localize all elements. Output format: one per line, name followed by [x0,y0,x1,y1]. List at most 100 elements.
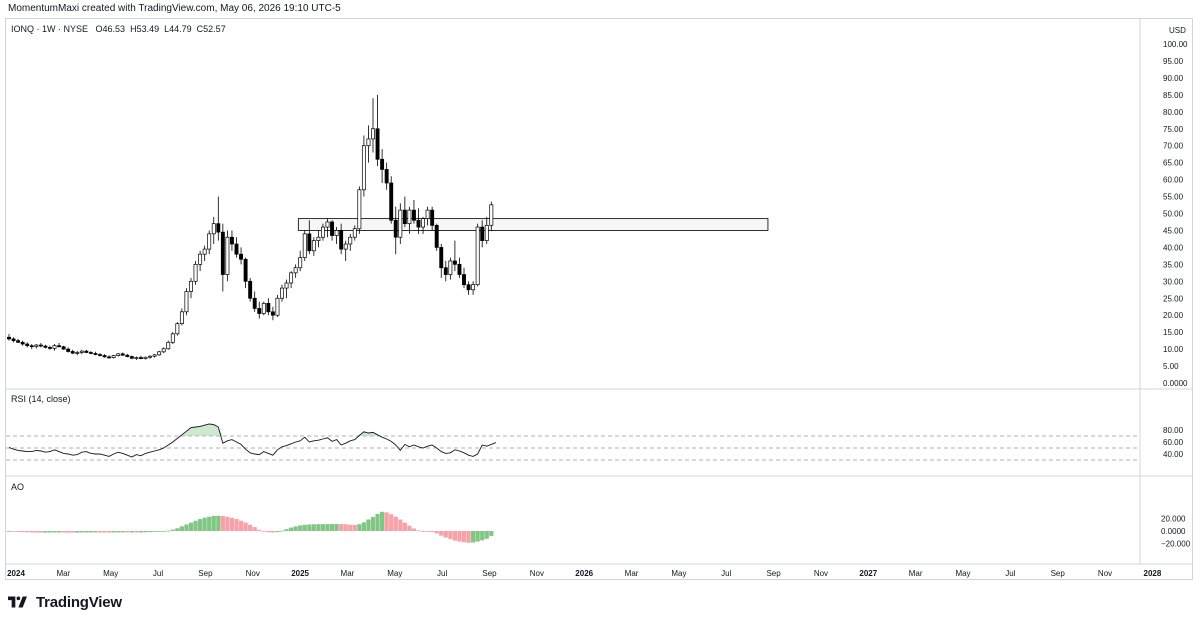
candle-body [139,357,143,359]
ao-bar [357,524,362,531]
candle [384,162,389,190]
ao-bar [252,527,257,531]
candle-body [47,347,52,349]
candle-body [257,308,262,314]
candle [47,345,52,350]
candle [275,294,280,317]
ao-bar [279,530,285,532]
ao-bar [248,524,253,531]
candle-body [189,280,193,292]
ao-bar [157,531,162,532]
price-axis-label: 40.00 [1163,243,1184,252]
candle-body [25,343,30,347]
rsi-axis-label: 80.00 [1163,426,1184,435]
candle [261,301,266,316]
candle [57,342,62,348]
ao-bar [448,531,453,540]
time-axis-label: 2028 [1144,569,1162,578]
ao-bar [343,524,348,531]
time-axis-label: 2024 [7,569,25,578]
ao-bar [302,524,307,531]
brand-footer: TradingView [8,592,122,612]
rsi-title: RSI (14, close) [11,394,71,404]
ao-bar [138,531,144,533]
ao-bar [79,531,84,533]
ao-bar [97,531,103,533]
candle [293,264,298,278]
time-axis-label: Jul [437,569,447,578]
time-axis-label: Nov [530,569,544,578]
candle [248,277,253,302]
candle [11,337,16,343]
candle-body [343,243,348,250]
candle-body [475,226,480,286]
time-axis-label: Jul [153,569,163,578]
ao-bar [152,531,157,532]
ao-bar [393,516,398,531]
ao-bar [207,516,212,531]
candle [270,306,275,321]
time-axis-label: Mar [56,569,70,578]
price-axis-label: 65.00 [1163,159,1184,168]
candle [61,345,66,350]
chart-canvas[interactable]: 100.00 95.00 90.00 85.00 80.00 75.00 70.00 65.0… [6,19,1192,579]
legend-close: C52.57 [196,24,226,34]
ao-bar [411,528,417,531]
ao-bar [370,517,376,531]
candle [339,223,344,255]
candle [148,355,152,359]
ao-bar [198,519,203,531]
ao-bar [434,531,439,534]
ao-bar [75,531,80,533]
ao-bar [289,527,294,531]
candle-body [202,248,207,255]
candle [211,216,216,245]
candle-body [166,341,171,350]
candle-body [471,284,476,291]
candle [361,135,366,197]
price-axis-label: 15.00 [1163,328,1184,337]
candle [66,347,71,353]
candle-body [216,223,221,233]
candle-body [79,350,84,353]
ao-bar [384,512,389,531]
tradingview-logo-icon [8,596,27,608]
candle [430,206,435,231]
candle-body [20,341,25,345]
candle [412,199,416,224]
candle-body [421,218,426,228]
ao-bar [457,531,462,542]
time-axis-label: May [103,569,118,578]
price-axis-label: 10.00 [1163,345,1184,354]
candle [243,257,248,289]
ao-bar [70,531,75,533]
candle [298,250,303,272]
candle-body [425,209,430,219]
candle [266,298,271,316]
candle-body [275,297,280,316]
ao-bar [443,531,448,538]
ao-axis-label: 20.000 [1161,515,1186,524]
candle [239,247,243,265]
price-axis-label: 0.0000 [1163,379,1188,388]
candle [16,338,21,343]
candle-body [116,353,121,356]
candle-body [29,345,34,348]
ao-bar [238,520,244,531]
ao-bar [461,531,467,543]
legend-low: L44.79 [164,24,192,34]
candle [202,245,207,261]
ao-bar [166,530,171,532]
candle [462,267,466,289]
candle-body [152,354,157,357]
ao-bar [134,531,139,533]
candle-body [7,336,11,340]
candle [389,176,394,224]
candle [84,349,89,354]
candle [111,354,116,359]
time-axis-label: 2026 [575,569,593,578]
candle [471,281,476,295]
rsi-overbought-fill [177,424,223,436]
candle [325,218,330,238]
time-axis-label: Nov [814,569,828,578]
